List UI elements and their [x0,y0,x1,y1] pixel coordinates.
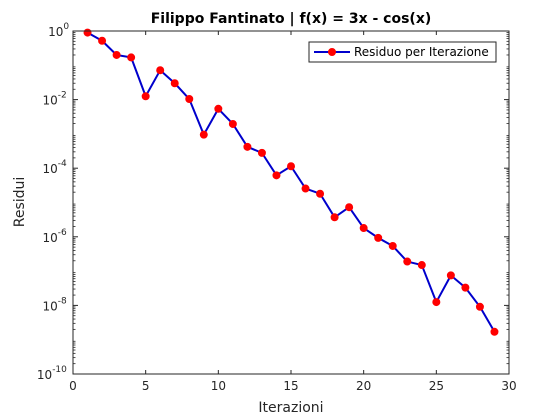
y-tick-base: 10 [43,299,58,313]
data-point [388,241,397,250]
legend-box [308,41,497,63]
data-point [287,162,295,171]
data-point [185,95,194,104]
y-tick-label: 10 [43,94,58,108]
data-point [98,36,107,45]
data-point [490,327,499,336]
data-point [432,298,441,307]
x-tick-label: 15 [283,379,298,393]
x-tick-label: 0 [69,379,77,393]
y-tick-base: 10 [43,231,58,245]
data-point [199,130,208,139]
data-point [170,79,179,88]
data-point [156,66,165,75]
legend-marker-sample [328,48,336,56]
y-axis-label: Residui [12,177,28,228]
y-tick-exponent: -6 [58,228,67,238]
data-point [330,213,339,222]
x-tick-labels: 0 5 10 15 20 25 30 [69,379,516,393]
y-tick-exponent: 0 [63,22,69,32]
data-point [461,283,470,292]
y-tick-label: 10 [43,162,58,176]
data-point [83,28,92,37]
data-point [141,92,150,101]
x-tick-label: 25 [429,379,444,393]
data-point [475,302,484,311]
data-point [374,233,383,242]
y-tick-label: 10 [43,231,58,245]
y-tick-base: 10 [48,25,63,39]
y-tick-label: 10 [37,368,52,382]
data-point [403,257,412,266]
y-tick-exponent: -2 [58,91,67,101]
legend-label: Residuo per Iterazione [354,45,489,59]
x-tick-label: 20 [356,379,371,393]
data-point [214,104,223,113]
data-point [345,203,354,212]
y-tick-exponent: -8 [58,296,67,306]
plot-frame [72,30,510,375]
data-point [112,50,121,59]
data-point [359,224,368,233]
data-point [228,119,237,128]
x-tick-label: 30 [501,379,516,393]
y-tick-exponent: -4 [58,159,67,169]
y-tick-base: 10 [43,94,58,108]
y-tick-label: 10 [43,299,58,313]
data-point [127,53,136,62]
x-tick-label: 5 [142,379,150,393]
y-tick-exponent: -10 [52,365,67,375]
data-point [417,261,426,270]
legend: Residuo per Iterazione [308,41,497,63]
y-tick-base: 10 [37,368,52,382]
x-axis-label: Iterazioni [258,400,323,416]
chart-title: Filippo Fantinato | f(x) = 3x - cos(x) [151,11,432,27]
data-point [272,171,281,180]
data-point [243,142,252,151]
data-point [316,189,325,198]
data-series [83,28,499,336]
data-point [257,148,266,157]
y-tick-label: 10 [48,25,63,39]
data-point [446,271,455,280]
plot-area [73,31,509,374]
data-point [301,184,310,193]
x-tick-label: 10 [211,379,226,393]
y-tick-base: 10 [43,162,58,176]
